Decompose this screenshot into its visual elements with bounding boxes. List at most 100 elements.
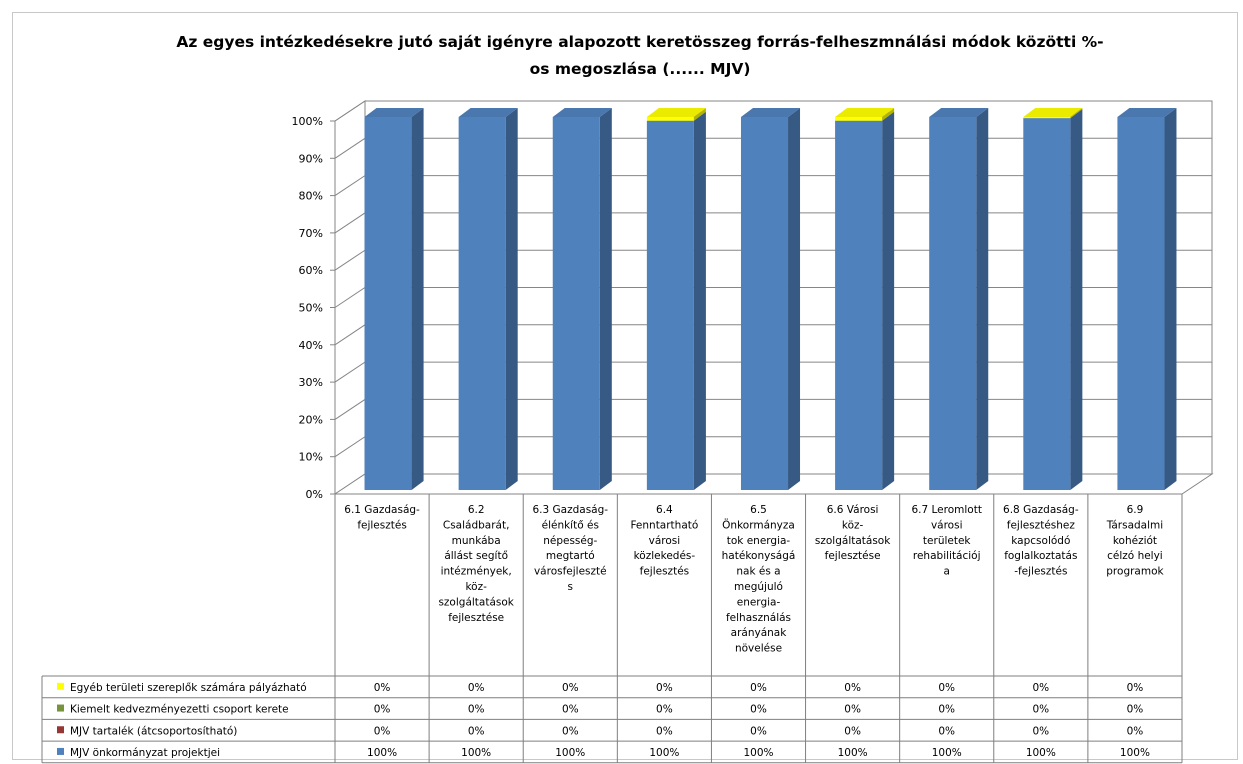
data-label: 0% [844,704,861,716]
bar-segment [1117,117,1165,490]
category-label: közlekedés- [634,550,696,562]
y-axis: 0% 10% 20% 30% 40% 50% 60% 70% 80% 90% 100% [292,115,335,501]
data-label: 0% [374,704,391,716]
category-label: arányának [731,627,788,639]
legend-key [57,747,64,755]
bar-top [646,108,706,117]
bar-top [552,108,612,117]
category-label: élénkítő és [542,519,599,531]
y-tick-label: 50% [299,302,323,315]
category-label: -fejlesztés [1014,566,1067,578]
category-label: programok [1106,566,1164,578]
data-label: 100% [838,747,868,759]
category-label: rehabilitációj [913,550,981,562]
category-label: felhasználás [726,612,791,624]
gridline [334,100,1212,122]
data-label: 0% [1032,682,1049,694]
bar-segment [552,117,600,490]
category-label: a [944,566,950,578]
category-label: tok energia- [727,535,791,547]
data-label: 0% [374,725,391,737]
bar-side [1070,109,1083,490]
data-label: 0% [1127,682,1144,694]
category-label: 6.1 Gazdaság- [344,504,420,516]
y-tick-label: 0% [306,488,323,501]
data-label: 0% [938,682,955,694]
data-label: 100% [932,747,962,759]
data-label: 0% [1127,704,1144,716]
category-label: célzó helyi [1107,550,1163,562]
bar-side [882,108,895,121]
bar-top [458,108,518,117]
category-label: városi [649,535,681,547]
data-label: 100% [743,747,773,759]
category-label: nak és a [736,566,780,578]
category-label: területek [923,535,972,547]
category-label: hatékonyságá [722,550,796,562]
category-label: megújuló [734,581,783,593]
bar-top [1023,108,1083,117]
data-label: 0% [938,725,955,737]
y-tick-label: 30% [299,376,323,389]
data-label: 100% [461,747,491,759]
category-label: 6.5 [750,504,767,516]
bar-segment [835,120,883,490]
bars [364,108,1177,490]
y-tick-label: 20% [299,413,323,426]
category-label: szolgáltatások [438,596,514,608]
category-label: fejlesztéshez [1007,519,1076,531]
bar-segment [458,117,506,490]
series-name: Egyéb területi szereplők számára pályázh… [70,682,307,694]
y-tick-label: 10% [299,451,323,464]
chart-title-line: os megoszlása (...... MJV) [530,60,751,78]
category-label: fejlesztés [640,566,689,578]
series-name: Kiemelt kedvezményezetti csoport kerete [70,704,289,716]
data-label: 0% [468,682,485,694]
category-label: népesség- [543,535,597,547]
bar-segment [646,117,694,121]
chart-title: Az egyes intézkedésekre jutó saját igény… [176,33,1103,78]
data-label: 0% [750,725,767,737]
category-label: munkába [452,535,501,547]
bar-top [929,108,989,117]
category-label: 6.4 [656,504,673,516]
category-label: kohéziót [1113,535,1157,547]
data-label: 0% [562,704,579,716]
bar-segment [1023,118,1071,490]
category-label: kapcsolódó [1011,535,1070,547]
chart-title-line: Az egyes intézkedésekre jutó saját igény… [176,33,1103,51]
bar-top [1117,108,1177,117]
data-label: 0% [656,704,673,716]
y-tick-label: 40% [299,339,323,352]
bar-segment [364,117,412,490]
bar-side [411,108,424,490]
data-label: 0% [1032,725,1049,737]
data-label: 100% [1120,747,1150,759]
data-label: 0% [750,682,767,694]
chart-frame [12,12,1238,760]
bar-segment [740,117,789,490]
legend-key [57,726,64,734]
category-label: s [568,581,573,593]
data-label: 0% [938,704,955,716]
category-label: foglalkoztatás [1004,550,1077,562]
category-label: növelése [735,643,782,655]
data-label: 0% [844,682,861,694]
data-label: 0% [1032,704,1049,716]
category-label: intézmények, [441,566,512,578]
y-tick-label: 60% [299,264,323,277]
category-label: 6.6 Városi [827,504,879,516]
data-label: 0% [468,704,485,716]
bar-side [599,108,612,490]
y-tick-label: 100% [292,115,323,128]
category-label: 6.2 [468,504,485,516]
data-label: 0% [844,725,861,737]
data-label: 0% [656,725,673,737]
data-label: 100% [367,747,397,759]
bar-side [505,108,518,490]
y-tick-label: 90% [299,152,323,165]
data-label: 0% [656,682,673,694]
category-label: 6.9 [1127,504,1144,516]
series-name: MJV tartalék (átcsoportosítható) [70,725,237,737]
